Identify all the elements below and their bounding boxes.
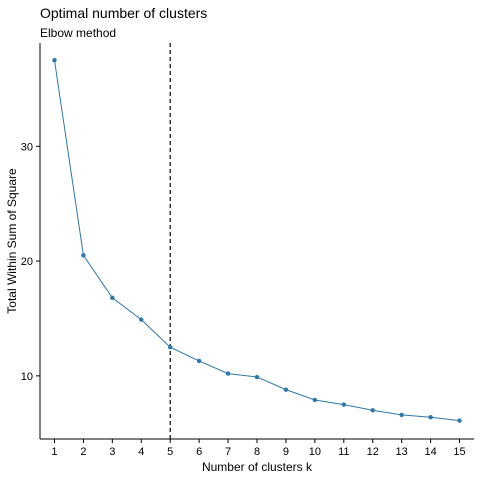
data-point <box>370 408 375 413</box>
y-tick-label: 20 <box>21 256 33 268</box>
data-point <box>457 418 462 423</box>
y-axis-title: Total Within Sum of Square <box>5 168 19 314</box>
x-tick-label: 7 <box>225 446 231 458</box>
y-tick-label: 30 <box>21 141 33 153</box>
data-point <box>428 414 433 420</box>
data-point <box>168 344 173 350</box>
data-point <box>225 371 231 376</box>
x-tick-label: 4 <box>138 446 144 458</box>
chart-title: Optimal number of clusters <box>40 5 207 21</box>
data-point <box>399 412 404 418</box>
data-point <box>81 253 86 258</box>
data-point <box>139 317 144 322</box>
plot-area <box>52 43 462 439</box>
x-axis-title: Number of clusters k <box>202 460 313 474</box>
x-tick-label: 5 <box>167 446 173 458</box>
x-tick-label: 11 <box>338 446 349 458</box>
x-tick-label: 6 <box>196 446 202 458</box>
x-tick-label: 9 <box>283 446 289 458</box>
series-line <box>54 60 460 422</box>
x-tick-label: 2 <box>80 446 86 458</box>
y-axis-ticks: 10 20 30 <box>21 141 40 383</box>
x-axis-ticks: 1 2 3 4 5 6 7 8 9 10 11 12 13 14 15 <box>51 439 466 458</box>
data-point <box>110 295 115 301</box>
x-tick-label: 3 <box>109 446 115 458</box>
x-tick-label: 12 <box>367 446 379 458</box>
x-tick-label: 1 <box>51 446 57 458</box>
data-point <box>52 58 57 63</box>
x-tick-label: 14 <box>424 446 436 458</box>
x-tick-label: 8 <box>254 446 260 458</box>
data-point <box>196 358 202 364</box>
data-point <box>341 402 346 407</box>
data-point <box>283 387 289 392</box>
x-tick-label: 13 <box>396 446 408 458</box>
data-point <box>312 397 318 403</box>
data-point <box>254 374 260 380</box>
x-tick-label: 10 <box>309 446 321 458</box>
y-tick-label: 10 <box>21 371 33 383</box>
x-tick-label: 15 <box>453 446 465 458</box>
chart-subtitle: Elbow method <box>40 26 116 40</box>
